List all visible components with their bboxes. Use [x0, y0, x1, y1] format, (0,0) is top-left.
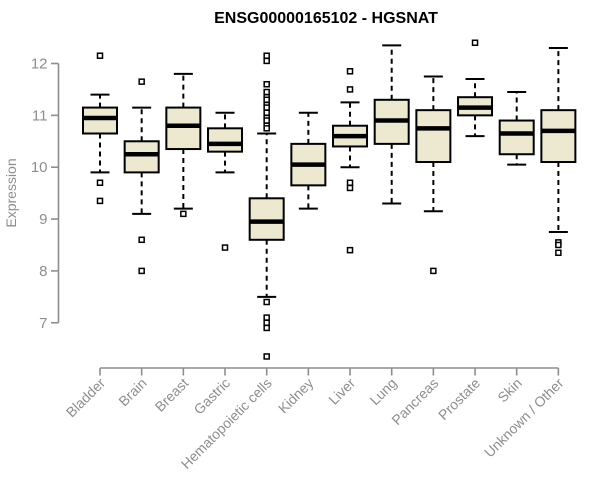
- iqr-box: [207, 127, 244, 153]
- outlier-point: [263, 109, 270, 117]
- box-skin: [498, 91, 535, 166]
- x-tick-label-skin: Skin: [494, 375, 525, 406]
- outlier-point: [180, 210, 187, 218]
- chart-title: ENSG00000165102 - HGSNAT: [214, 10, 438, 27]
- y-tick-label-9: 9: [39, 211, 47, 228]
- box-breast: [165, 72, 202, 218]
- outlier-point: [96, 179, 104, 187]
- iqr-box: [123, 140, 160, 174]
- outlier-point: [346, 246, 354, 254]
- y-tick-label-7: 7: [39, 315, 47, 332]
- x-tick-label-liver: Liver: [325, 375, 358, 408]
- outlier-point: [346, 179, 354, 187]
- outlier-point: [263, 80, 270, 88]
- iqr-box: [248, 197, 285, 241]
- iqr-box: [540, 109, 577, 164]
- y-tick-label-11: 11: [32, 107, 48, 124]
- box-pancreas: [415, 75, 452, 275]
- box-liver: [332, 68, 369, 254]
- outlier-point: [96, 52, 104, 59]
- outlier-point: [555, 241, 562, 249]
- y-tick-label-10: 10: [31, 159, 48, 176]
- outlier-point: [263, 324, 270, 332]
- outlier-point: [263, 319, 270, 326]
- x-tick-label-brain: Brain: [115, 375, 149, 409]
- outlier-point: [263, 57, 270, 65]
- box-hematopoietic-cells: [248, 52, 285, 360]
- box-unknown-other: [540, 46, 577, 257]
- x-tick-label-lung: Lung: [366, 375, 399, 408]
- outlier-point: [263, 88, 270, 96]
- x-tick-label-kidney: Kidney: [275, 375, 317, 417]
- y-axis-title: Expression: [3, 158, 19, 227]
- box-brain: [123, 78, 160, 275]
- iqr-box: [82, 106, 118, 135]
- x-tick-label-unknown-other: Unknown / Other: [481, 375, 567, 461]
- box-prostate: [457, 39, 494, 138]
- box-kidney: [290, 111, 327, 210]
- y-tick-label-8: 8: [39, 263, 47, 280]
- outlier-point: [263, 117, 270, 124]
- outlier-point: [263, 353, 270, 360]
- outlier-point: [471, 39, 479, 47]
- iqr-box: [498, 119, 535, 156]
- outlier-point: [263, 104, 270, 111]
- iqr-box: [415, 109, 452, 164]
- outlier-point: [263, 52, 270, 59]
- outlier-point: [263, 96, 270, 104]
- outlier-point: [555, 249, 562, 257]
- x-tick-label-breast: Breast: [152, 375, 192, 415]
- boxes-group: [82, 39, 577, 360]
- box-gastric: [207, 111, 244, 251]
- outlier-point: [96, 197, 104, 205]
- outlier-point: [138, 78, 145, 85]
- x-tick-label-bladder: Bladder: [63, 375, 109, 421]
- outlier-point: [138, 267, 145, 275]
- outlier-point: [263, 125, 270, 132]
- outlier-point: [221, 244, 229, 251]
- outlier-point: [263, 298, 270, 306]
- box-bladder: [82, 52, 118, 205]
- outlier-point: [346, 184, 354, 192]
- outlier-point: [138, 236, 145, 244]
- y-tick-label-12: 12: [31, 56, 48, 73]
- outlier-point: [346, 86, 354, 93]
- box-lung: [373, 44, 410, 205]
- outlier-point: [430, 267, 437, 275]
- outlier-point: [263, 314, 270, 321]
- x-tick-label-prostate: Prostate: [435, 375, 483, 423]
- outlier-point: [346, 68, 354, 75]
- iqr-box: [165, 106, 202, 151]
